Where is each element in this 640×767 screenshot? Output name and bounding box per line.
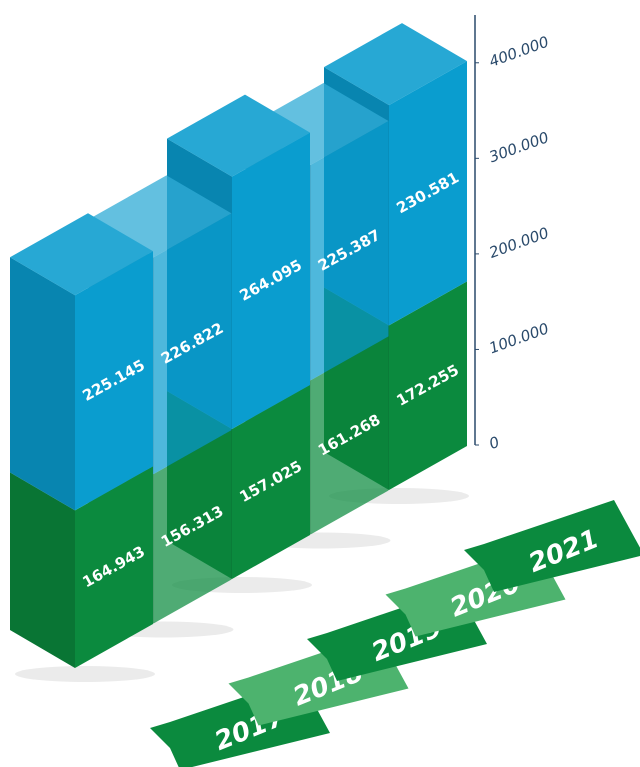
bar-left-shade xyxy=(10,472,75,668)
y-tick-label: 200.000 xyxy=(487,224,551,262)
year-banner: 2021 xyxy=(464,500,640,592)
bar-top-shade xyxy=(167,94,310,177)
y-tick-label: 400.000 xyxy=(487,33,551,71)
bar-front-face xyxy=(389,61,467,326)
bar-top-shade xyxy=(324,23,467,106)
bar-left-face xyxy=(10,472,75,668)
bar-front-face xyxy=(232,132,310,429)
bar-front-face xyxy=(389,281,467,490)
y-tick-label: 300.000 xyxy=(487,128,551,166)
bar-shadow xyxy=(15,666,155,682)
bar-front-face xyxy=(153,430,232,624)
y-tick-label: 0 xyxy=(487,433,502,453)
bar-front-face xyxy=(310,336,389,535)
bar-top-face xyxy=(324,23,467,106)
bar-top-face xyxy=(10,213,153,296)
banner-shape xyxy=(464,500,640,592)
bar-left-shade xyxy=(10,257,75,511)
bar-left-face xyxy=(10,257,75,511)
bar-front-face xyxy=(153,213,232,475)
bar-front-face xyxy=(232,384,310,579)
bar-front-face xyxy=(75,466,153,668)
bar-front-face xyxy=(310,121,389,381)
bar-segment xyxy=(10,213,153,511)
bar-front-face xyxy=(75,251,153,511)
bar-segment xyxy=(10,466,153,668)
y-tick-label: 100.000 xyxy=(487,319,551,357)
bar-top-shade xyxy=(10,213,153,296)
bar-top-face xyxy=(167,94,310,177)
